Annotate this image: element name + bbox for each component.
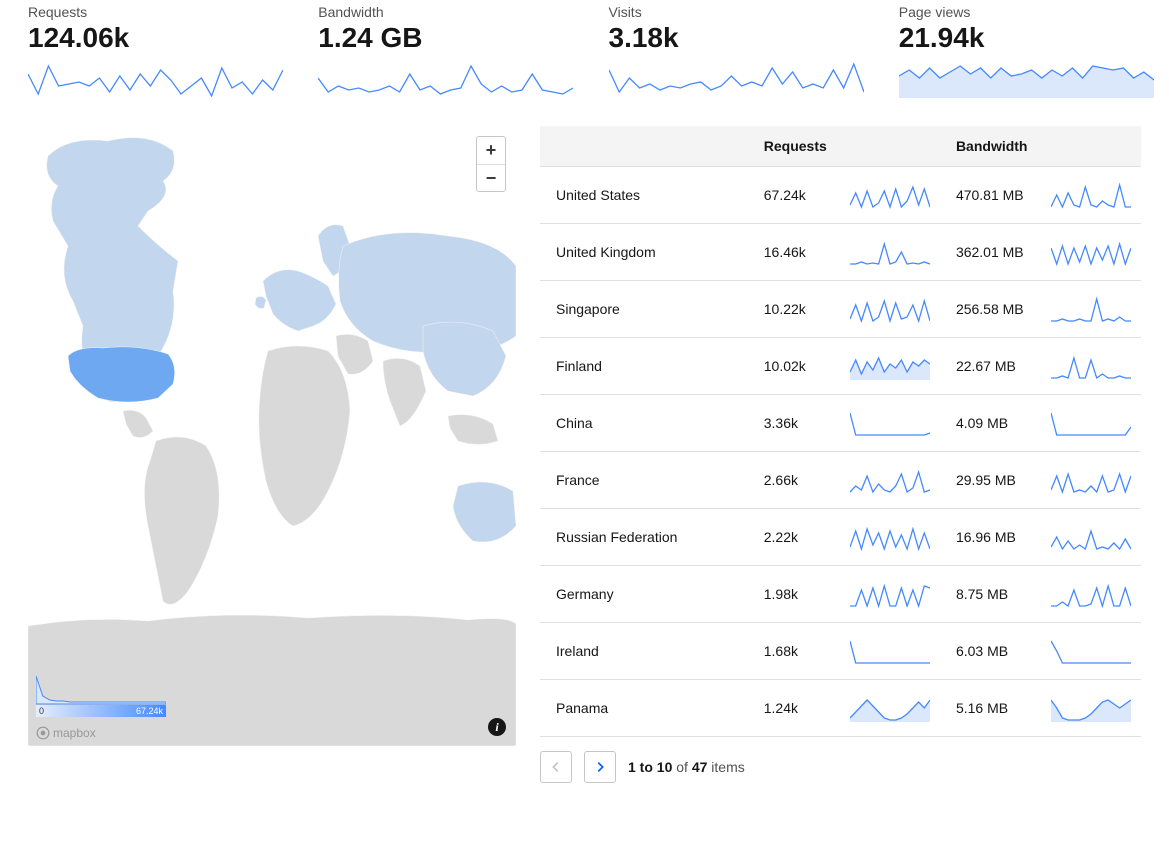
cell-bandwidth-sparkline <box>1047 623 1141 680</box>
cell-requests: 3.36k <box>748 395 847 452</box>
metric-card-page-views: Page views 21.94k <box>899 4 1141 98</box>
cell-country: Ireland <box>540 623 748 680</box>
cell-bandwidth: 256.58 MB <box>940 281 1048 338</box>
table-row[interactable]: Singapore10.22k 256.58 MB <box>540 281 1141 338</box>
map-zoom-control: + − <box>476 136 506 192</box>
table-row[interactable]: China3.36k 4.09 MB <box>540 395 1141 452</box>
svg-text:0: 0 <box>39 706 44 716</box>
pagination-status: 1 to 10 of 47 items <box>628 759 745 775</box>
cell-requests-sparkline <box>846 452 939 509</box>
cell-country: Germany <box>540 566 748 623</box>
cell-bandwidth: 29.95 MB <box>940 452 1048 509</box>
cell-requests-sparkline <box>846 623 939 680</box>
mapbox-icon <box>36 726 50 740</box>
metric-label: Page views <box>899 4 1141 20</box>
cell-bandwidth-sparkline <box>1047 566 1141 623</box>
metric-value: 3.18k <box>609 22 851 54</box>
cell-requests-sparkline <box>846 281 939 338</box>
table-row[interactable]: Germany1.98k 8.75 MB <box>540 566 1141 623</box>
cell-country: Panama <box>540 680 748 737</box>
cell-bandwidth-sparkline <box>1047 680 1141 737</box>
cell-bandwidth: 470.81 MB <box>940 167 1048 224</box>
table-header <box>1047 126 1141 167</box>
table-row[interactable]: Finland10.02k 22.67 MB <box>540 338 1141 395</box>
table-row[interactable]: Russian Federation2.22k 16.96 MB <box>540 509 1141 566</box>
country-table: Requests Bandwidth United States67.24k 470… <box>540 126 1141 737</box>
next-page-button[interactable] <box>584 751 616 783</box>
metric-value: 1.24 GB <box>318 22 560 54</box>
chevron-right-icon <box>593 760 607 774</box>
cell-bandwidth-sparkline <box>1047 395 1141 452</box>
cell-bandwidth: 362.01 MB <box>940 224 1048 281</box>
table-header: Bandwidth <box>940 126 1048 167</box>
table-row[interactable]: United States67.24k 470.81 MB <box>540 167 1141 224</box>
cell-requests-sparkline <box>846 566 939 623</box>
metric-card-bandwidth: Bandwidth 1.24 GB <box>318 4 560 98</box>
cell-bandwidth-sparkline <box>1047 167 1141 224</box>
metric-label: Bandwidth <box>318 4 560 20</box>
chevron-left-icon <box>549 760 563 774</box>
cell-bandwidth: 22.67 MB <box>940 338 1048 395</box>
cell-bandwidth: 8.75 MB <box>940 566 1048 623</box>
metric-value: 21.94k <box>899 22 1141 54</box>
cell-requests-sparkline <box>846 167 939 224</box>
table-row[interactable]: Panama1.24k 5.16 MB <box>540 680 1141 737</box>
metric-sparkline <box>28 56 270 98</box>
cell-country: China <box>540 395 748 452</box>
metric-sparkline <box>609 56 851 98</box>
metric-value: 124.06k <box>28 22 270 54</box>
table-header <box>540 126 748 167</box>
cell-requests: 2.66k <box>748 452 847 509</box>
cell-requests: 16.46k <box>748 224 847 281</box>
table-row[interactable]: France2.66k 29.95 MB <box>540 452 1141 509</box>
map-info-button[interactable]: i <box>488 718 506 736</box>
zoom-in-button[interactable]: + <box>477 137 505 164</box>
cell-requests-sparkline <box>846 680 939 737</box>
metric-sparkline <box>318 56 560 98</box>
cell-bandwidth: 4.09 MB <box>940 395 1048 452</box>
world-map-svg <box>28 126 516 746</box>
cell-country: France <box>540 452 748 509</box>
metric-card-requests: Requests 124.06k <box>28 4 270 98</box>
cell-bandwidth-sparkline <box>1047 338 1141 395</box>
cell-country: Russian Federation <box>540 509 748 566</box>
table-header <box>846 126 939 167</box>
cell-requests: 67.24k <box>748 167 847 224</box>
cell-country: United Kingdom <box>540 224 748 281</box>
map-legend: 0 67.24k <box>36 674 166 718</box>
cell-country: Finland <box>540 338 748 395</box>
cell-requests-sparkline <box>846 509 939 566</box>
cell-country: United States <box>540 167 748 224</box>
cell-country: Singapore <box>540 281 748 338</box>
table-row[interactable]: Ireland1.68k 6.03 MB <box>540 623 1141 680</box>
metric-label: Requests <box>28 4 270 20</box>
cell-bandwidth-sparkline <box>1047 509 1141 566</box>
world-map[interactable]: + − 0 67.24k mapbox i <box>28 126 516 746</box>
cell-bandwidth-sparkline <box>1047 452 1141 509</box>
cell-requests-sparkline <box>846 338 939 395</box>
cell-bandwidth-sparkline <box>1047 224 1141 281</box>
metric-card-visits: Visits 3.18k <box>609 4 851 98</box>
metric-sparkline <box>899 56 1141 98</box>
cell-bandwidth: 6.03 MB <box>940 623 1048 680</box>
cell-bandwidth: 16.96 MB <box>940 509 1048 566</box>
table-header: Requests <box>748 126 847 167</box>
zoom-out-button[interactable]: − <box>477 164 505 191</box>
cell-requests-sparkline <box>846 395 939 452</box>
cell-bandwidth: 5.16 MB <box>940 680 1048 737</box>
metric-label: Visits <box>609 4 851 20</box>
cell-bandwidth-sparkline <box>1047 281 1141 338</box>
cell-requests: 10.02k <box>748 338 847 395</box>
svg-text:67.24k: 67.24k <box>136 706 164 716</box>
cell-requests-sparkline <box>846 224 939 281</box>
map-attribution: mapbox <box>36 726 96 740</box>
table-row[interactable]: United Kingdom16.46k 362.01 MB <box>540 224 1141 281</box>
cell-requests: 2.22k <box>748 509 847 566</box>
cell-requests: 1.98k <box>748 566 847 623</box>
pagination: 1 to 10 of 47 items <box>540 751 1141 783</box>
cell-requests: 1.68k <box>748 623 847 680</box>
prev-page-button[interactable] <box>540 751 572 783</box>
cell-requests: 10.22k <box>748 281 847 338</box>
cell-requests: 1.24k <box>748 680 847 737</box>
